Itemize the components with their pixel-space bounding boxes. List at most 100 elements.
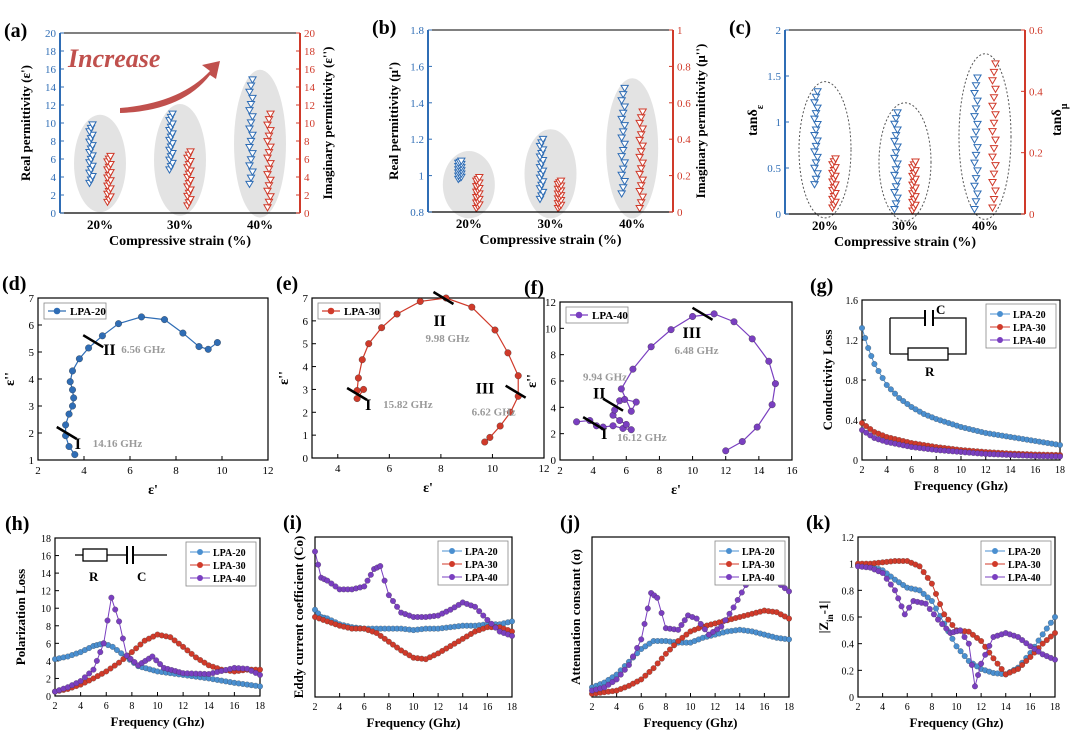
x-tick-label: 2 [860, 465, 865, 476]
data-point [246, 174, 256, 183]
data-point [248, 113, 257, 121]
data-point [973, 97, 982, 106]
data-point [618, 109, 628, 118]
data-point [85, 344, 93, 352]
data-point [890, 120, 899, 129]
data-point [991, 85, 1000, 94]
legend-marker [726, 548, 732, 554]
data-point [710, 629, 716, 635]
x-tick-label: 40% [619, 216, 645, 231]
y-tick-label: 2 [51, 190, 57, 202]
x-tick-label: 4 [78, 701, 83, 712]
data-point [922, 600, 929, 607]
x-tick-label: 40% [972, 218, 998, 233]
data-point [738, 438, 746, 446]
data-point [972, 683, 978, 690]
panel-b: 0.8 1 1.2 1.4 1.6 1.8 0 0.2 0.4 0.6 0.8 1 20% 30% 40% C… [372, 17, 708, 248]
x-tick-label: 10 [686, 702, 696, 713]
data-point [957, 627, 964, 634]
data-point [245, 180, 254, 189]
x-tick-label: 14 [1006, 465, 1016, 476]
x-tick-label: 14 [458, 702, 468, 713]
data-point [893, 177, 902, 186]
data-point [75, 355, 83, 363]
frequency-marker [346, 386, 368, 402]
y-tick-label-right: 10 [304, 118, 316, 130]
y-tick-label-right: 0.2 [1029, 148, 1043, 160]
data-point [871, 361, 878, 367]
data-point [171, 637, 178, 644]
y-tick-label: 20 [45, 28, 57, 40]
y-axis-title: Attenuation constant (α) [568, 549, 583, 685]
data-point [86, 670, 93, 677]
data-point [893, 109, 902, 118]
marker-label: I [601, 426, 607, 443]
legend-marker [327, 307, 335, 315]
data-point [646, 669, 653, 675]
data-point [108, 594, 115, 601]
y-axis-title-right: tanδμ [1050, 103, 1070, 136]
series-line [591, 629, 790, 688]
data-point [890, 154, 899, 163]
data-point [638, 176, 648, 185]
x-tick-label: 8 [934, 465, 939, 476]
y-axis-title: |Zin-1| [816, 601, 835, 634]
data-point [328, 580, 335, 587]
data-point [658, 610, 665, 616]
y-tick-label: 0 [51, 208, 57, 220]
y-tick-label: 0.8 [842, 586, 855, 597]
data-point [968, 662, 975, 668]
x-tick-label: 12 [976, 702, 986, 713]
data-point [175, 640, 182, 647]
x-tick-label: 14 [735, 702, 745, 713]
x-tick-label: 8 [173, 465, 179, 477]
data-point [245, 162, 254, 171]
data-point [361, 583, 368, 590]
data-point [332, 583, 339, 590]
y-tick-label: 0.4 [842, 640, 855, 651]
data-point [538, 135, 548, 144]
x-tick-label: 40% [247, 217, 273, 232]
panel-label: (c) [729, 17, 751, 39]
data-point [920, 590, 927, 597]
y-tick-label: 2 [776, 25, 782, 37]
data-point [945, 616, 952, 623]
data-point [681, 617, 688, 624]
data-point [941, 611, 948, 618]
data-point [883, 575, 890, 582]
x-tick-label: 30% [892, 218, 918, 233]
y-tick-label: 8 [551, 350, 557, 362]
data-point [928, 580, 935, 587]
legend-marker [575, 311, 583, 319]
data-point [620, 122, 630, 130]
y-tick-label: 12 [41, 587, 51, 598]
data-point [970, 206, 979, 214]
increase-arrow [120, 61, 220, 113]
data-point [609, 679, 616, 685]
data-point [813, 170, 822, 178]
data-point [266, 193, 275, 201]
x-tick-label: 16 [759, 702, 769, 713]
y-tick-label-right: 0.8 [677, 61, 691, 73]
x-tick-label: 10 [217, 465, 229, 477]
panel-label: (a) [4, 20, 27, 42]
data-point [354, 374, 362, 382]
group-outline [958, 53, 1012, 220]
y-axis-title: Real permittivity (ε') [18, 65, 33, 181]
marker-frequency: 15.82 GHz [383, 399, 433, 411]
data-point [1023, 640, 1030, 647]
data-point [991, 187, 1000, 196]
data-point [636, 148, 646, 156]
y-axis-title: Eddy current coefficient (Co) [291, 536, 306, 699]
x-axis-title: Compressive strain (%) [479, 233, 621, 248]
data-point [730, 604, 737, 611]
data-point [810, 148, 819, 156]
data-point [973, 120, 982, 129]
data-point [474, 174, 484, 182]
data-point [1039, 631, 1046, 638]
data-point [622, 421, 630, 428]
data-point [71, 451, 79, 459]
data-point [617, 153, 627, 161]
data-point [381, 635, 388, 642]
